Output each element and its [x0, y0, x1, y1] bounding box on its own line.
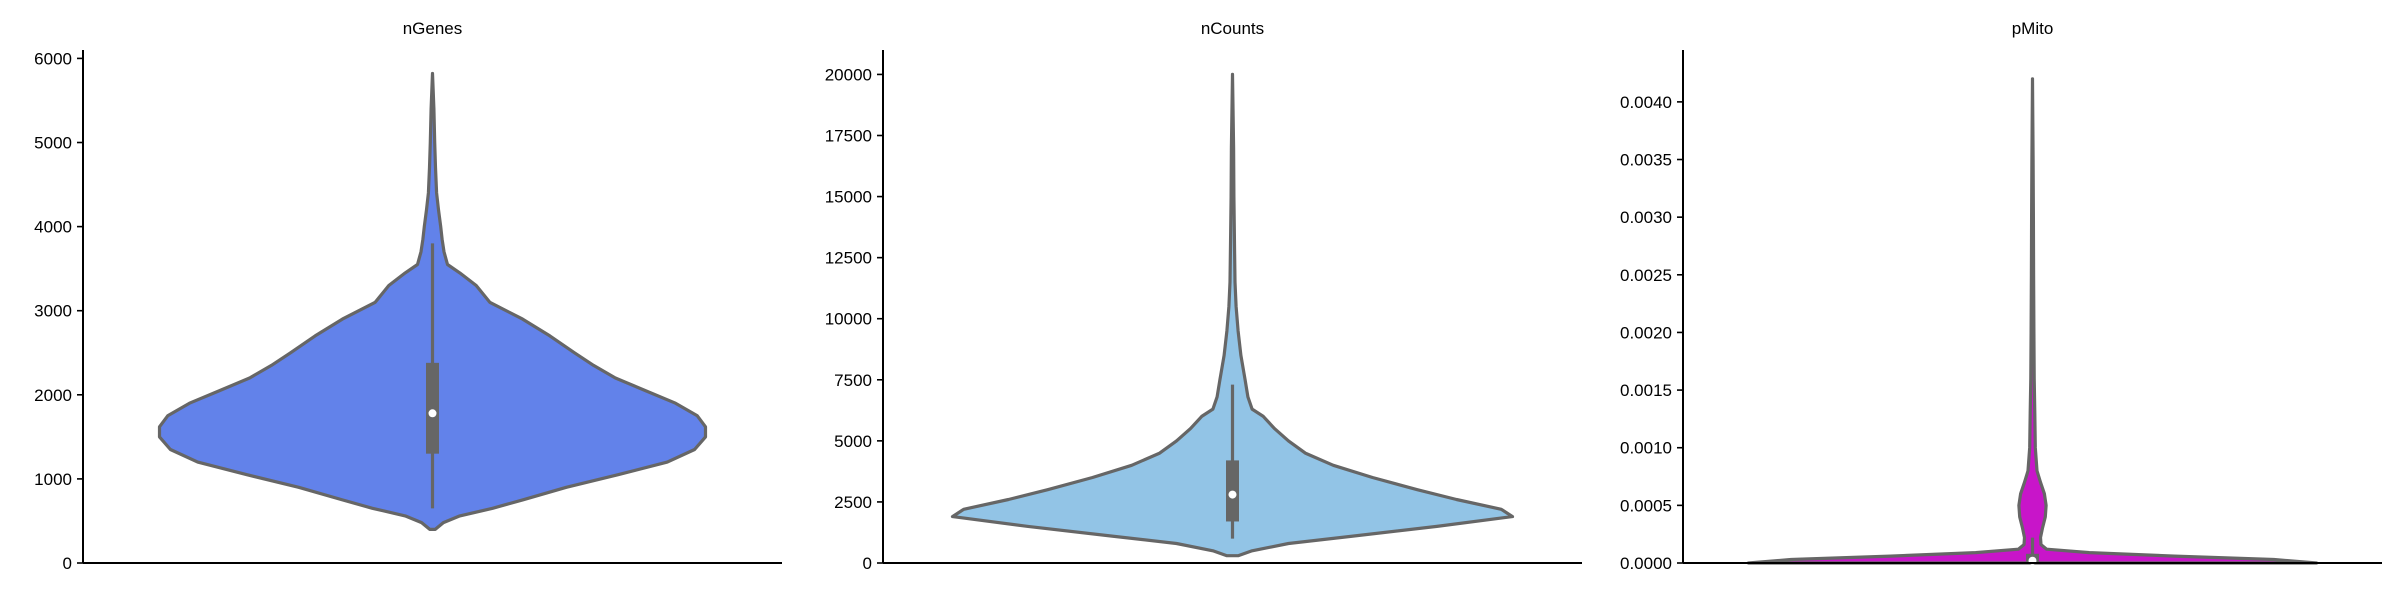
y-tick-label: 0.0015: [1620, 381, 1672, 400]
y-tick-label: 5000: [834, 432, 872, 451]
y-tick-label: 7500: [834, 371, 872, 390]
violin-body: [950, 72, 1515, 558]
y-tick-label: 12500: [825, 249, 872, 268]
panel-nCounts: nCounts 0 2500 5000 7500 10000 12500 15000 17500…: [825, 19, 1582, 573]
y-tick-label: 0: [63, 554, 72, 573]
y-tick-label: 6000: [34, 49, 72, 68]
y-tick-label: 2500: [834, 493, 872, 512]
y-tick-label: 2000: [34, 386, 72, 405]
y-tick-label: 0.0005: [1620, 496, 1672, 515]
y-tick-label: 0.0000: [1620, 554, 1672, 573]
y-tick-label: 15000: [825, 188, 872, 207]
y-tick-label: 10000: [825, 310, 872, 329]
y-tick-label: 3000: [34, 302, 72, 321]
y-tick-label: 0.0020: [1620, 323, 1672, 342]
y-tick-label: 5000: [34, 134, 72, 153]
violin-body: [1746, 77, 2319, 565]
panel-title: nGenes: [403, 19, 463, 38]
y-tick-label: 0.0025: [1620, 266, 1672, 285]
y-tick-label: 0: [863, 554, 872, 573]
y-tick-label: 0.0010: [1620, 439, 1672, 458]
median-marker: [1228, 490, 1237, 499]
panel-title: nCounts: [1201, 19, 1264, 38]
y-tick-label: 0.0035: [1620, 151, 1672, 170]
y-tick-label: 4000: [34, 218, 72, 237]
panel-nGenes: nGenes 0 1000 2000 3000 4000 5000 6000: [34, 19, 782, 573]
panel-title: pMito: [2012, 19, 2054, 38]
y-tick-label: 20000: [825, 65, 872, 84]
y-tick-label: 0.0030: [1620, 208, 1672, 227]
y-tick-label: 0.0040: [1620, 93, 1672, 112]
panel-pMito: pMito 0.0000 0.0005 0.0010 0.0015 0.0020 0.002…: [1620, 19, 2382, 573]
y-tick-label: 17500: [825, 127, 872, 146]
iqr-box: [426, 362, 439, 454]
y-tick-label: 1000: [34, 470, 72, 489]
median-marker: [428, 409, 437, 418]
